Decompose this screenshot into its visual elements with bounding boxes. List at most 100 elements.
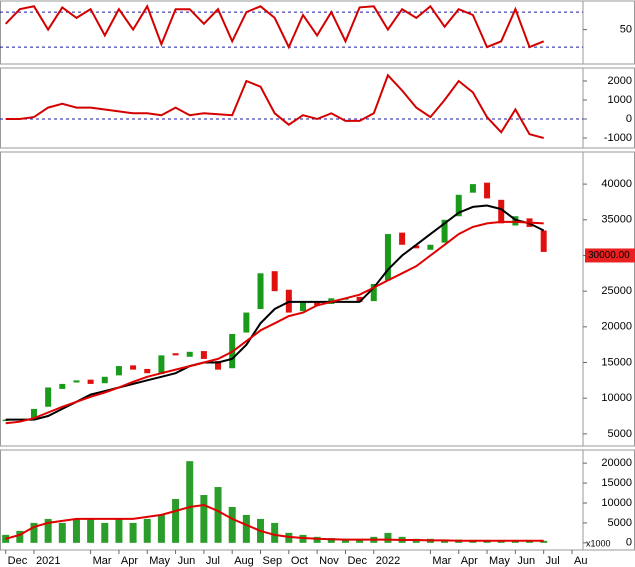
candle xyxy=(158,355,165,374)
candle xyxy=(512,216,519,226)
volume-bar xyxy=(313,536,321,543)
panel-frame xyxy=(0,0,635,65)
volume-bar xyxy=(87,518,95,543)
x-tick-label: Jun xyxy=(517,555,535,567)
y-tick-label: 15000 xyxy=(601,356,632,368)
candle xyxy=(540,230,547,252)
volume-bar xyxy=(44,518,52,543)
volume-bar xyxy=(271,522,279,543)
y-tick-label: 1000 xyxy=(608,94,632,106)
unit-label: x1000 xyxy=(586,538,611,548)
candle xyxy=(441,219,448,243)
volume-bar xyxy=(214,487,222,543)
candle xyxy=(172,353,179,356)
x-tick-label: May xyxy=(489,555,510,567)
volume-bar xyxy=(172,499,180,543)
x-tick-label: Apr xyxy=(461,555,478,567)
volume-bar xyxy=(327,538,335,543)
x-tick-label: Oct xyxy=(291,555,308,567)
last-value-label: 30000.00 xyxy=(588,250,630,261)
line-series xyxy=(5,73,544,139)
candle xyxy=(144,368,151,374)
volume-bar xyxy=(242,514,250,543)
candle xyxy=(215,361,222,370)
volume-bar xyxy=(157,514,165,543)
x-tick-label: Mar xyxy=(93,555,112,567)
line-series xyxy=(5,204,545,421)
volume-bar xyxy=(129,522,137,543)
candle xyxy=(469,184,476,193)
candle xyxy=(498,199,505,224)
volume-bar xyxy=(72,518,80,543)
y-tick-label: 5000 xyxy=(608,517,632,529)
y-tick-label: 0 xyxy=(626,537,632,549)
candle xyxy=(73,380,80,383)
volume-bar xyxy=(356,538,364,543)
volume-bar xyxy=(540,540,548,543)
candle xyxy=(30,408,37,419)
candle xyxy=(271,271,278,292)
candle xyxy=(59,383,66,389)
volume-bar xyxy=(2,534,10,543)
x-tick-label: Aug xyxy=(234,555,254,567)
volume-bar xyxy=(341,538,349,543)
y-tick-label: 20000 xyxy=(601,457,632,469)
y-tick-label: 35000 xyxy=(601,214,632,226)
y-tick-label: 0 xyxy=(626,113,632,125)
x-tick-label: 2022 xyxy=(376,555,400,567)
y-tick-label: 10000 xyxy=(601,392,632,404)
y-tick-label: 40000 xyxy=(601,178,632,190)
candle xyxy=(257,273,264,309)
x-tick-label: May xyxy=(149,555,170,567)
volume-bar xyxy=(384,532,392,543)
y-tick-label: 2000 xyxy=(608,75,632,87)
x-tick-label: Jun xyxy=(178,555,196,567)
y-tick-label: 50 xyxy=(620,23,632,35)
volume-bar xyxy=(186,461,194,543)
volume-bar xyxy=(115,518,123,543)
line-series xyxy=(5,503,544,542)
line-series xyxy=(4,4,545,50)
volume-bar xyxy=(58,522,66,543)
candle xyxy=(370,284,377,302)
candle xyxy=(186,351,193,357)
candle xyxy=(243,312,250,333)
x-tick-label: Nov xyxy=(319,555,339,567)
y-tick-label: 20000 xyxy=(601,321,632,333)
last-value-box xyxy=(585,248,635,263)
candle xyxy=(413,245,420,249)
volume-bar xyxy=(101,522,109,543)
candle xyxy=(130,365,137,370)
candle xyxy=(384,234,391,281)
candle xyxy=(356,296,363,302)
candle xyxy=(399,232,406,245)
x-tick-label: Mar xyxy=(432,555,451,567)
x-tick-label: Jul xyxy=(546,555,560,567)
volume-bar xyxy=(200,495,208,543)
x-tick-label: Sep xyxy=(263,555,283,567)
y-tick-label: 15000 xyxy=(601,477,632,489)
x-tick-label: Au xyxy=(574,555,587,567)
y-tick-label: 5000 xyxy=(608,428,632,440)
volume-bar xyxy=(228,506,236,543)
candle xyxy=(200,351,207,359)
volume-bar xyxy=(16,530,24,543)
x-tick-label: Dec xyxy=(347,555,367,567)
x-tick-label: Dec xyxy=(8,555,28,567)
panel-frame xyxy=(0,151,635,447)
y-tick-label: 10000 xyxy=(601,497,632,509)
x-tick-label: Jul xyxy=(206,555,220,567)
volume-bar xyxy=(143,518,151,543)
candle xyxy=(101,376,108,384)
candle xyxy=(314,302,321,306)
candle xyxy=(115,366,122,376)
y-tick-label: -1000 xyxy=(604,132,632,144)
volume-bar xyxy=(30,522,38,543)
x-tick-label: Apr xyxy=(121,555,138,567)
y-tick-label: 25000 xyxy=(601,285,632,297)
panel-frame xyxy=(0,449,635,551)
line-series xyxy=(5,220,544,425)
candle xyxy=(427,244,434,250)
candle xyxy=(87,379,94,384)
